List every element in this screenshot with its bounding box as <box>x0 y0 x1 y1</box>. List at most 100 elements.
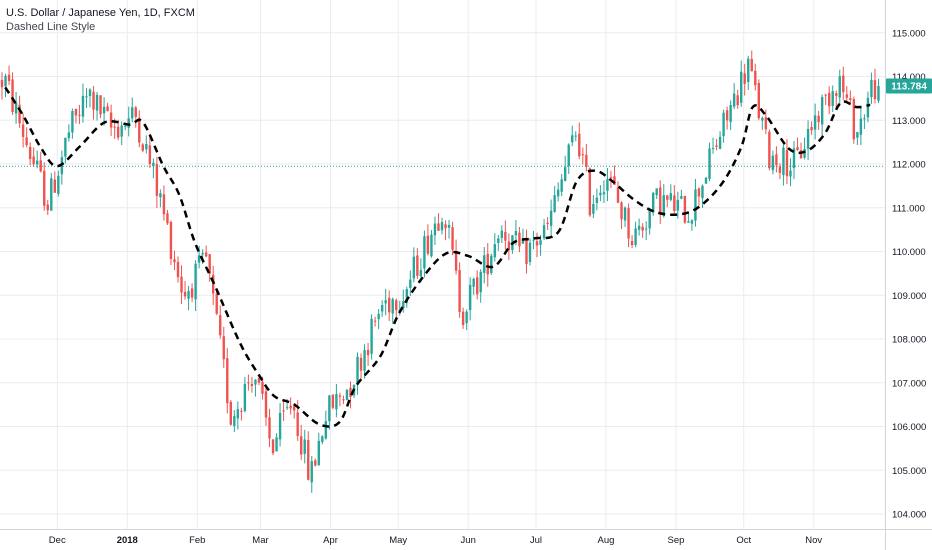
candle-body <box>553 195 556 212</box>
candle-body <box>655 188 658 196</box>
candle-body <box>317 440 320 466</box>
candle-body <box>715 145 718 147</box>
candle-body <box>109 112 113 128</box>
price-tick-label: 114.000 <box>892 72 926 83</box>
time-axis-labels[interactable]: Dec 2018 Feb Mar Apr May Jun Jul Aug Sep Oct Nov <box>49 535 823 546</box>
candle-body <box>729 105 732 122</box>
candle-body <box>99 95 102 115</box>
candle-body <box>127 118 130 128</box>
candle-body <box>345 389 349 400</box>
candle-body <box>637 225 641 230</box>
candle-body <box>416 255 419 276</box>
candle-body <box>514 230 518 236</box>
candle-body <box>338 395 342 397</box>
candle-body <box>623 207 627 221</box>
candle-body <box>292 406 296 411</box>
candle-body <box>785 150 789 177</box>
candle-body <box>85 96 88 98</box>
candle-body <box>359 357 363 371</box>
candle-body <box>46 204 49 211</box>
candle-body <box>641 226 644 231</box>
candle-body <box>838 76 841 98</box>
candle-body <box>307 440 310 480</box>
candle-body <box>542 225 546 239</box>
candle-body <box>412 256 416 279</box>
candle-body <box>835 93 838 96</box>
candle-body <box>581 154 584 156</box>
candle-body <box>289 405 292 409</box>
candle-body <box>630 240 634 246</box>
candle-body <box>204 252 208 257</box>
symbol-title[interactable]: U.S. Dollar / Japanese Yen, 1D, FXCM <box>6 7 195 19</box>
candle-body <box>486 253 489 275</box>
price-tick-label: 110.000 <box>892 247 926 258</box>
candle-body <box>264 391 268 418</box>
last-price-badge: 113.784 <box>886 78 932 94</box>
price-tick-label: 105.000 <box>892 466 926 477</box>
candle-body <box>518 232 521 247</box>
candle-body <box>380 305 384 312</box>
candle-body <box>479 271 482 293</box>
candle-body <box>92 91 95 110</box>
candle-body <box>824 94 827 96</box>
moving-average-dashed-line[interactable] <box>4 86 871 428</box>
candle-body <box>335 394 338 410</box>
candle-body <box>472 278 475 287</box>
candle-body <box>810 127 813 131</box>
candle-body <box>620 202 623 220</box>
candle-body <box>648 209 651 229</box>
candle-body <box>708 148 711 179</box>
candle-body <box>278 412 282 440</box>
candle-body <box>166 213 169 224</box>
candle-body <box>592 203 595 214</box>
candle-body <box>750 58 753 72</box>
time-tick-label: Dec <box>49 535 66 546</box>
candle-body <box>145 143 148 150</box>
candle-body <box>574 135 577 137</box>
candle-body <box>190 288 194 298</box>
candle-body <box>173 259 176 263</box>
candle-body <box>409 279 412 288</box>
candle-body <box>120 125 123 137</box>
candle-body <box>595 197 599 204</box>
price-tick-label: 108.000 <box>892 335 926 346</box>
candle-body <box>493 244 496 258</box>
indicator-title[interactable]: Dashed Line Style <box>6 21 96 33</box>
candle-body <box>131 107 134 119</box>
candle-body <box>757 83 760 119</box>
candle-body <box>870 79 873 98</box>
candle-body <box>88 89 92 96</box>
candle-body <box>817 115 820 123</box>
candle-body <box>704 177 708 184</box>
candle-body <box>711 147 715 149</box>
candle-body <box>859 118 863 135</box>
candle-body <box>782 147 785 176</box>
candle-body <box>261 381 264 394</box>
candle-body <box>732 93 736 107</box>
candle-body <box>187 290 190 299</box>
candle-body <box>74 108 78 116</box>
candle-body <box>236 409 240 419</box>
candle-body <box>180 276 183 293</box>
candle-body <box>775 154 778 166</box>
candle-body <box>606 179 609 191</box>
candle-body <box>764 117 768 130</box>
candlestick-series[interactable] <box>0 50 880 493</box>
candle-body <box>257 378 261 383</box>
candle-body <box>701 185 704 199</box>
candle-body <box>282 410 285 412</box>
candle-body <box>771 155 775 171</box>
time-tick-label: Jun <box>461 535 476 546</box>
price-tick-label: 107.000 <box>892 378 926 389</box>
candle-body <box>652 192 655 213</box>
candle-body <box>736 95 739 106</box>
price-axis-labels[interactable]: 104.000 105.000 106.000 107.000 108.000 109.0… <box>892 28 926 520</box>
candle-body <box>148 145 152 165</box>
candle-body <box>43 170 46 206</box>
candle-body <box>694 189 697 221</box>
candle-body <box>32 156 35 165</box>
candle-body <box>634 228 637 246</box>
candle-body <box>310 461 313 483</box>
candle-body <box>419 270 423 277</box>
